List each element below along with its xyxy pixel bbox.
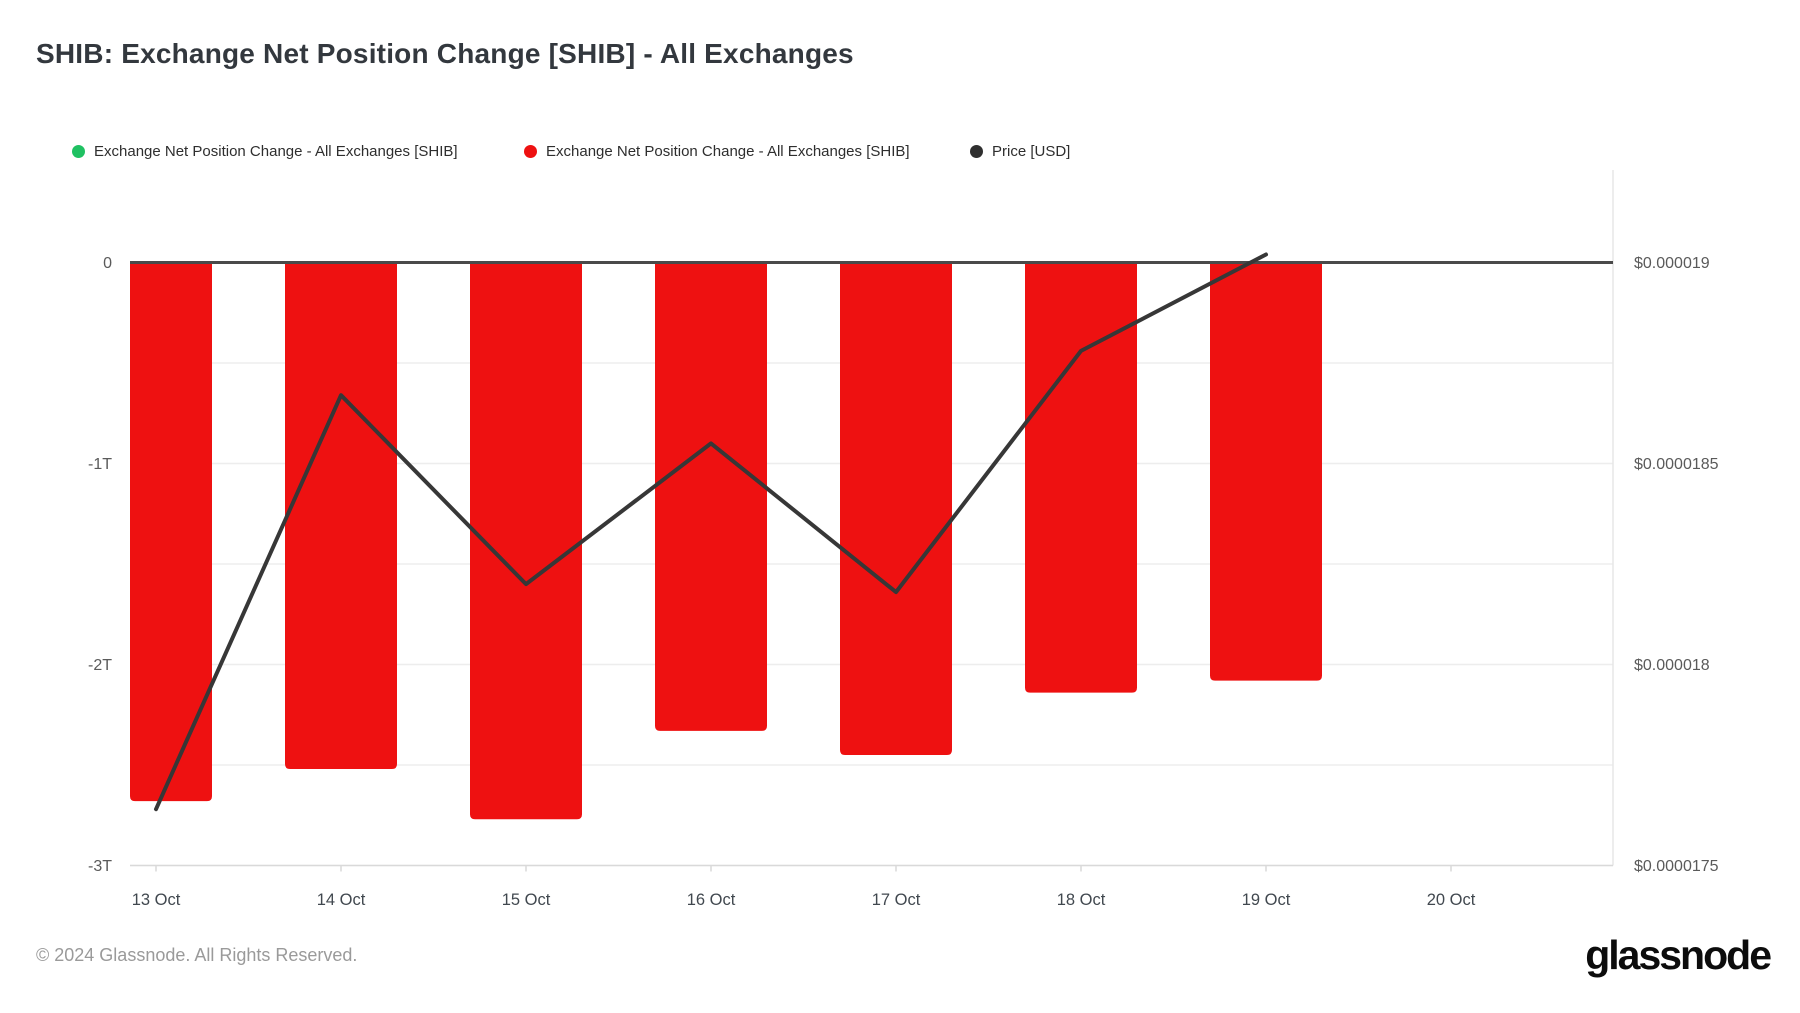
x-axis-label: 15 Oct xyxy=(502,891,551,909)
x-axis-label: 13 Oct xyxy=(132,891,181,909)
legend-label: Exchange Net Position Change - All Excha… xyxy=(94,142,458,160)
page-title: SHIB: Exchange Net Position Change [SHIB… xyxy=(36,38,854,69)
x-axis-label: 18 Oct xyxy=(1057,891,1106,909)
x-axis-label: 20 Oct xyxy=(1427,891,1476,909)
left-axis-tick-label: 0 xyxy=(103,255,112,272)
legend-label: Price [USD] xyxy=(992,142,1071,160)
x-axis-label: 19 Oct xyxy=(1242,891,1291,909)
right-axis-tick-label: $0.000019 xyxy=(1634,255,1710,272)
x-axis-label: 14 Oct xyxy=(317,891,366,909)
left-axis-tick-label: -3T xyxy=(88,858,112,875)
net-position-bar-15-oct[interactable] xyxy=(470,263,582,820)
chart-legend: Exchange Net Position Change - All Excha… xyxy=(0,141,1800,161)
price-line[interactable] xyxy=(154,252,1268,812)
net-position-bar-18-oct[interactable] xyxy=(1025,263,1137,693)
green-dot-icon xyxy=(72,144,85,158)
legend-item-net-position-red[interactable]: Exchange Net Position Change - All Excha… xyxy=(524,141,910,161)
right-axis-tick-label: $0.0000175 xyxy=(1634,858,1719,875)
net-position-bar-14-oct[interactable] xyxy=(285,263,397,770)
net-position-bar-17-oct[interactable] xyxy=(840,263,952,755)
left-axis-tick-label: -1T xyxy=(88,456,112,473)
x-axis-label: 16 Oct xyxy=(687,891,736,909)
right-axis-tick-label: $0.0000185 xyxy=(1634,456,1719,473)
red-dot-icon xyxy=(524,144,537,158)
legend-item-price-usd[interactable]: Price [USD] xyxy=(970,141,1070,161)
x-axis-label: 17 Oct xyxy=(872,891,921,909)
legend-label: Exchange Net Position Change - All Excha… xyxy=(546,142,910,160)
glassnode-logo: glassnode xyxy=(1585,932,1772,978)
net-position-bar-13-oct[interactable] xyxy=(130,263,212,802)
net-position-bar-16-oct[interactable] xyxy=(655,263,767,731)
left-axis-tick-label: -2T xyxy=(88,657,112,674)
legend-item-net-position-green[interactable]: Exchange Net Position Change - All Excha… xyxy=(72,141,458,161)
copyright-text: © 2024 Glassnode. All Rights Reserved. xyxy=(36,945,358,965)
net-position-bar-19-oct[interactable] xyxy=(1210,263,1322,681)
right-axis-tick-label: $0.000018 xyxy=(1634,657,1710,674)
black-dot-icon xyxy=(970,144,983,158)
